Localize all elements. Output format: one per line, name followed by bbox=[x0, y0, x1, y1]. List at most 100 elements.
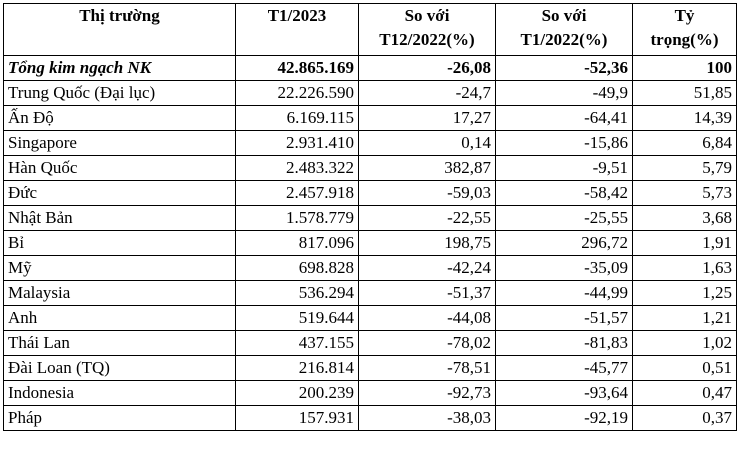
value-cell: 200.239 bbox=[235, 380, 359, 406]
vs-t12-cell: 0,14 bbox=[358, 130, 496, 156]
table-row: Bỉ 817.096 198,75 296,72 1,91 bbox=[3, 230, 737, 256]
vs-t1-cell: -9,51 bbox=[495, 155, 633, 181]
vs-t1-cell: -81,83 bbox=[495, 330, 633, 356]
value-cell: 2.457.918 bbox=[235, 180, 359, 206]
share-cell: 6,84 bbox=[632, 130, 737, 156]
table-row: Indonesia 200.239 -92,73 -93,64 0,47 bbox=[3, 380, 737, 406]
value-cell: 1.578.779 bbox=[235, 205, 359, 231]
vs-t12-cell: 382,87 bbox=[358, 155, 496, 181]
vs-t1-cell: -45,77 bbox=[495, 355, 633, 381]
value-cell: 437.155 bbox=[235, 330, 359, 356]
table-row: Thái Lan 437.155 -78,02 -81,83 1,02 bbox=[3, 330, 737, 356]
table-row: Trung Quốc (Đại lục) 22.226.590 -24,7 -49,9… bbox=[3, 80, 737, 106]
value-cell: 519.644 bbox=[235, 305, 359, 331]
value-cell: 817.096 bbox=[235, 230, 359, 256]
vs-t12-cell: -78,51 bbox=[358, 355, 496, 381]
share-cell: 0,47 bbox=[632, 380, 737, 406]
share-cell: 0,51 bbox=[632, 355, 737, 381]
market-name-cell: Hàn Quốc bbox=[3, 155, 236, 181]
header-vs-t1-line1: So với bbox=[541, 6, 587, 25]
table-row: Hàn Quốc 2.483.322 382,87 -9,51 5,79 bbox=[3, 155, 737, 181]
header-t1-2023: T1/2023 bbox=[235, 3, 359, 56]
value-cell: 22.226.590 bbox=[235, 80, 359, 106]
table-row: Anh 519.644 -44,08 -51,57 1,21 bbox=[3, 305, 737, 331]
share-cell: 1,63 bbox=[632, 255, 737, 281]
share-cell: 1,25 bbox=[632, 280, 737, 306]
market-name-cell: Anh bbox=[3, 305, 236, 331]
value-cell: 698.828 bbox=[235, 255, 359, 281]
vs-t12-cell: -78,02 bbox=[358, 330, 496, 356]
share-cell: 5,73 bbox=[632, 180, 737, 206]
vs-t12-cell: 198,75 bbox=[358, 230, 496, 256]
total-vs-t1-cell: -52,36 bbox=[495, 55, 633, 81]
table-row: Đài Loan (TQ) 216.814 -78,51 -45,77 0,51 bbox=[3, 355, 737, 381]
header-vs-t12-2022: So với T12/2022(%) bbox=[358, 3, 496, 56]
market-name-cell: Indonesia bbox=[3, 380, 236, 406]
table-row: Đức 2.457.918 -59,03 -58,42 5,73 bbox=[3, 180, 737, 206]
header-market: Thị trường bbox=[3, 3, 236, 56]
header-share: Tỷ trọng(%) bbox=[632, 3, 737, 56]
vs-t1-cell: -25,55 bbox=[495, 205, 633, 231]
market-name-cell: Ấn Độ bbox=[3, 105, 236, 131]
value-cell: 2.483.322 bbox=[235, 155, 359, 181]
share-cell: 51,85 bbox=[632, 80, 737, 106]
vs-t1-cell: -49,9 bbox=[495, 80, 633, 106]
header-vs-t1-2022: So với T1/2022(%) bbox=[495, 3, 633, 56]
header-vs-t12-line1: So với bbox=[404, 6, 450, 25]
share-cell: 0,37 bbox=[632, 405, 737, 431]
share-cell: 1,02 bbox=[632, 330, 737, 356]
total-value-cell: 42.865.169 bbox=[235, 55, 359, 81]
header-share-line2: trọng(%) bbox=[650, 30, 719, 49]
vs-t12-cell: -38,03 bbox=[358, 405, 496, 431]
header-vs-t1-line2: T1/2022(%) bbox=[520, 30, 608, 49]
vs-t1-cell: -15,86 bbox=[495, 130, 633, 156]
market-import-table: Thị trường T1/2023 So với T12/2022(%) So… bbox=[3, 3, 737, 431]
vs-t1-cell: -44,99 bbox=[495, 280, 633, 306]
market-name-cell: Singapore bbox=[3, 130, 236, 156]
table-row: Mỹ 698.828 -42,24 -35,09 1,63 bbox=[3, 255, 737, 281]
market-name-cell: Nhật Bản bbox=[3, 205, 236, 231]
vs-t12-cell: -42,24 bbox=[358, 255, 496, 281]
market-name-cell: Pháp bbox=[3, 405, 236, 431]
vs-t12-cell: 17,27 bbox=[358, 105, 496, 131]
market-name-cell: Malaysia bbox=[3, 280, 236, 306]
total-name-cell: Tổng kim ngạch NK bbox=[3, 55, 236, 81]
header-market-label: Thị trường bbox=[79, 6, 160, 25]
table-header-row: Thị trường T1/2023 So với T12/2022(%) So… bbox=[3, 3, 737, 56]
market-name-cell: Bỉ bbox=[3, 230, 236, 256]
header-share-line1: Tỷ bbox=[674, 6, 695, 25]
total-share-cell: 100 bbox=[632, 55, 737, 81]
value-cell: 6.169.115 bbox=[235, 105, 359, 131]
table-row: Pháp 157.931 -38,03 -92,19 0,37 bbox=[3, 405, 737, 431]
header-vs-t12-line2: T12/2022(%) bbox=[379, 30, 475, 49]
share-cell: 3,68 bbox=[632, 205, 737, 231]
vs-t12-cell: -22,55 bbox=[358, 205, 496, 231]
total-vs-t12-cell: -26,08 bbox=[358, 55, 496, 81]
share-cell: 14,39 bbox=[632, 105, 737, 131]
vs-t1-cell: -93,64 bbox=[495, 380, 633, 406]
market-name-cell: Đức bbox=[3, 180, 236, 206]
value-cell: 216.814 bbox=[235, 355, 359, 381]
market-name-cell: Mỹ bbox=[3, 255, 236, 281]
value-cell: 2.931.410 bbox=[235, 130, 359, 156]
market-name-cell: Trung Quốc (Đại lục) bbox=[3, 80, 236, 106]
vs-t1-cell: -35,09 bbox=[495, 255, 633, 281]
share-cell: 5,79 bbox=[632, 155, 737, 181]
value-cell: 536.294 bbox=[235, 280, 359, 306]
vs-t12-cell: -44,08 bbox=[358, 305, 496, 331]
market-name-cell: Đài Loan (TQ) bbox=[3, 355, 236, 381]
market-name-cell: Thái Lan bbox=[3, 330, 236, 356]
table-row: Malaysia 536.294 -51,37 -44,99 1,25 bbox=[3, 280, 737, 306]
table-row: Nhật Bản 1.578.779 -22,55 -25,55 3,68 bbox=[3, 205, 737, 231]
vs-t1-cell: 296,72 bbox=[495, 230, 633, 256]
vs-t1-cell: -51,57 bbox=[495, 305, 633, 331]
vs-t12-cell: -51,37 bbox=[358, 280, 496, 306]
vs-t1-cell: -58,42 bbox=[495, 180, 633, 206]
share-cell: 1,91 bbox=[632, 230, 737, 256]
value-cell: 157.931 bbox=[235, 405, 359, 431]
table-body: Tổng kim ngạch NK 42.865.169 -26,08 -52,… bbox=[3, 55, 737, 431]
vs-t12-cell: -24,7 bbox=[358, 80, 496, 106]
vs-t1-cell: -64,41 bbox=[495, 105, 633, 131]
header-t1-2023-label: T1/2023 bbox=[267, 6, 327, 25]
vs-t12-cell: -59,03 bbox=[358, 180, 496, 206]
